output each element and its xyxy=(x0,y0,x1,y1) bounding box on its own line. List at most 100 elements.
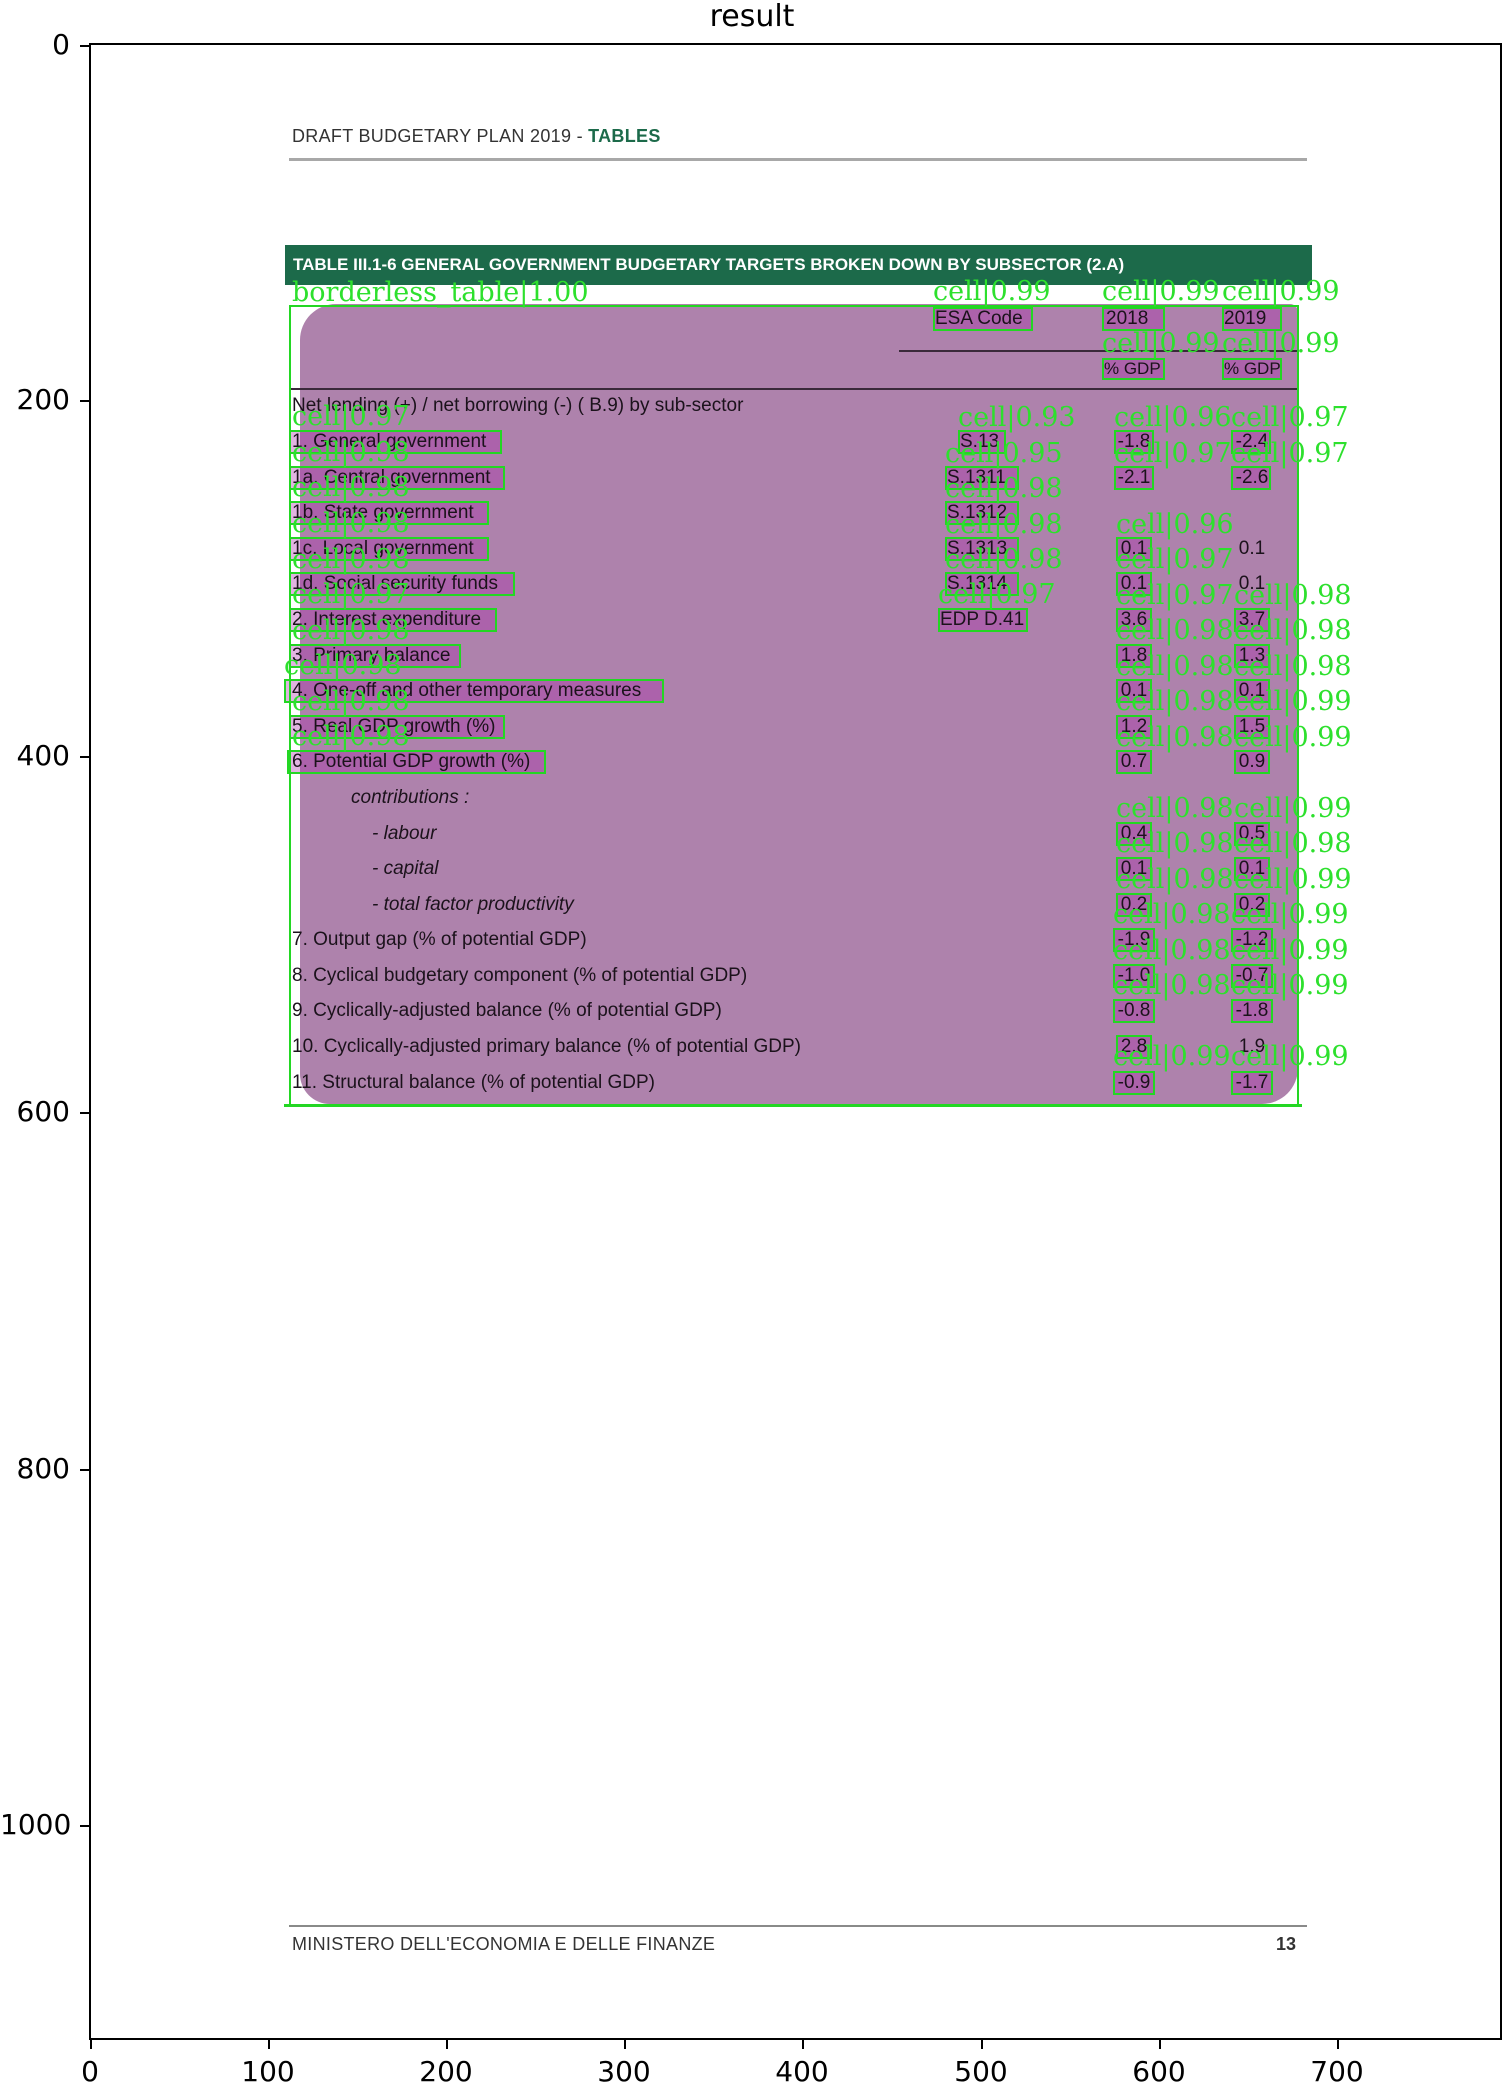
esa-code: S.1313 xyxy=(947,538,1008,559)
value-2019: 1.9 xyxy=(1238,1036,1266,1057)
value-2019: 1.3 xyxy=(1238,645,1266,666)
row-label: 2. Interest expenditure xyxy=(292,609,482,630)
value-2019: 0.9 xyxy=(1238,751,1266,772)
cell-box xyxy=(958,430,1006,454)
cell-box xyxy=(938,608,1028,632)
header-rule xyxy=(289,158,1307,161)
value-2018: -1.9 xyxy=(1117,929,1151,950)
detection-label: cell|0.98 xyxy=(1116,864,1234,895)
cell-box xyxy=(1222,307,1282,331)
table-segmentation-mask xyxy=(300,304,1298,1104)
detection-label: cell|0.96 xyxy=(1116,509,1234,540)
x-tick-mark xyxy=(802,2040,804,2049)
cell-box xyxy=(289,644,461,668)
x-tick-mark xyxy=(1159,2040,1161,2049)
esa-code: S.1312 xyxy=(947,502,1008,523)
x-tick-label: 100 xyxy=(241,2055,295,2088)
y-tick-label: 800 xyxy=(16,1452,70,1485)
cell-box xyxy=(1102,307,1165,331)
row-label: 9. Cyclically-adjusted balance (% of pot… xyxy=(292,1000,722,1021)
detection-label: cell|0.98 xyxy=(1234,615,1352,646)
detection-label: cell|0.99 xyxy=(1231,899,1349,930)
detection-label: cell|0.99 xyxy=(1231,970,1349,1001)
header-esa-code: ESA Code xyxy=(935,308,1023,329)
detection-label: cell|0.98 xyxy=(1116,828,1234,859)
cell-box xyxy=(1231,999,1273,1023)
value-2018: 0.1 xyxy=(1120,680,1148,701)
cell-box xyxy=(287,750,546,774)
value-2019: 1.5 xyxy=(1238,716,1266,737)
cell-box xyxy=(1234,822,1270,846)
esa-code: S.1311 xyxy=(947,467,1006,488)
esa-code: EDP D.41 xyxy=(940,609,1025,630)
detection-label: cell|0.97 xyxy=(1231,438,1349,469)
cell-box xyxy=(945,572,1019,596)
cell-box xyxy=(1234,679,1270,703)
row-label: 11. Structural balance (% of potential G… xyxy=(292,1072,655,1093)
cell-box xyxy=(1116,893,1152,917)
detection-label: cell|0.98 xyxy=(1116,722,1234,753)
page-number: 13 xyxy=(1276,1934,1297,1954)
cell-box xyxy=(1116,857,1152,881)
detection-label: cell|0.97 xyxy=(1116,580,1234,611)
cell-box xyxy=(1234,644,1270,668)
row-label: - total factor productivity xyxy=(372,894,574,915)
value-2019: -1.8 xyxy=(1235,1000,1269,1021)
cell-box xyxy=(289,572,515,596)
header-bottom-rule xyxy=(289,388,1299,390)
y-tick-label: 400 xyxy=(16,739,70,772)
cell-box xyxy=(1116,1035,1152,1059)
detection-label: cell|0.98 xyxy=(292,721,410,752)
x-tick-mark xyxy=(90,2040,92,2049)
value-2018: -1.8 xyxy=(1117,431,1151,452)
cell-box xyxy=(1116,608,1152,632)
detection-label: cell|0.98 xyxy=(1234,651,1352,682)
y-tick-label: 200 xyxy=(16,383,70,416)
cell-box xyxy=(1113,964,1155,988)
header-year-2018: 2018 xyxy=(1106,308,1149,329)
row-label: 5. Real GDP growth (%) xyxy=(292,716,496,737)
header-unit-2019: % GDP xyxy=(1224,359,1281,378)
row-label: 4. One-off and other temporary measures xyxy=(292,680,642,701)
detection-label: cell|0.99 xyxy=(1231,1041,1349,1072)
detection-label: cell|0.97 xyxy=(938,579,1056,610)
cell-box xyxy=(1116,750,1152,774)
detection-label: cell|0.99 xyxy=(1102,328,1220,359)
value-2019: -2.6 xyxy=(1235,467,1269,488)
x-tick-label: 0 xyxy=(81,2055,99,2088)
detection-label: cell|0.98 xyxy=(292,686,410,717)
cell-box xyxy=(1234,750,1270,774)
detection-label: cell|0.99 xyxy=(1234,686,1352,717)
cell-box xyxy=(1234,893,1270,917)
value-2018: 0.4 xyxy=(1120,823,1148,844)
row-label: 1d. Social security funds xyxy=(292,573,498,594)
y-tick-mark xyxy=(80,1112,89,1114)
detection-label: cell|0.98 xyxy=(1113,970,1231,1001)
value-2018: 1.8 xyxy=(1120,645,1148,666)
detection-label: cell|0.98 xyxy=(292,472,410,503)
row-label: contributions : xyxy=(351,787,470,808)
y-tick-mark xyxy=(80,756,89,758)
table-detection-label: borderless_table|1.00 xyxy=(292,277,589,308)
value-2018: -1.0 xyxy=(1117,965,1151,986)
x-tick-label: 600 xyxy=(1132,2055,1186,2088)
cell-box xyxy=(1116,572,1152,596)
value-2018: 0.2 xyxy=(1120,894,1148,915)
detection-label: cell|0.98 xyxy=(945,509,1063,540)
detection-label: cell|0.98 xyxy=(1234,828,1352,859)
row-label: - capital xyxy=(372,858,439,879)
y-tick-mark xyxy=(80,1825,89,1827)
detection-label: cell|0.98 xyxy=(292,508,410,539)
detection-label: cell|0.97 xyxy=(292,579,410,610)
detection-label: cell|0.98 xyxy=(292,437,410,468)
detection-label: cell|0.98 xyxy=(1116,651,1234,682)
detection-label: cell|0.98 xyxy=(1116,615,1234,646)
value-2019: 0.1 xyxy=(1238,858,1266,879)
header-unit-2018: % GDP xyxy=(1104,359,1161,378)
row-label: 6. Potential GDP growth (%) xyxy=(292,751,531,772)
detection-label: cell|0.97 xyxy=(292,401,410,432)
row-label: 10. Cyclically-adjusted primary balance … xyxy=(292,1036,801,1057)
x-tick-label: 300 xyxy=(597,2055,651,2088)
cell-box xyxy=(1116,644,1152,668)
cell-box xyxy=(289,537,489,561)
